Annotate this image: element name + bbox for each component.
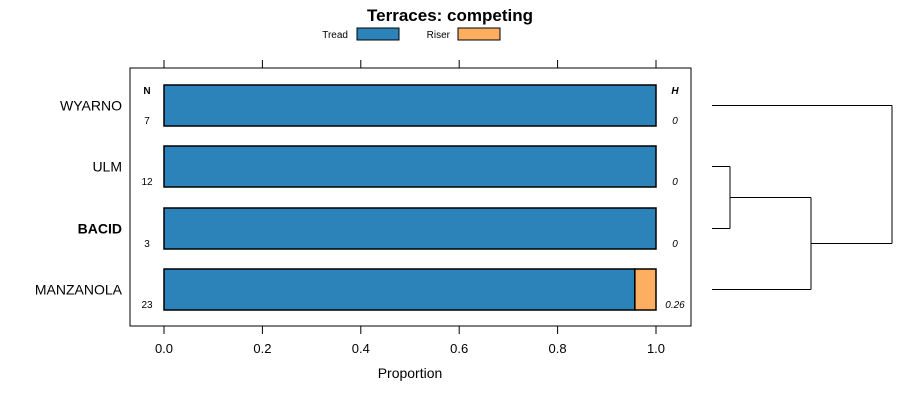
n-value: 23 (141, 300, 153, 311)
legend-label-tread: Tread (322, 30, 348, 41)
bar-riser-manzanola (634, 268, 657, 311)
n-column-header: N (143, 86, 150, 97)
h-value: 0 (672, 239, 678, 250)
x-tick-label: 0.2 (253, 341, 271, 356)
n-value: 12 (141, 177, 153, 188)
h-value: 0 (672, 116, 678, 127)
plot-frame (129, 67, 692, 327)
x-tick-label: 0.0 (155, 341, 173, 356)
legend-label-riser: Riser (427, 30, 451, 41)
x-axis-title: Proportion (378, 365, 443, 381)
row-label-ulm: ULM (92, 159, 122, 175)
x-tick-label: 0.4 (352, 341, 370, 356)
x-tick-label: 0.6 (450, 341, 468, 356)
row-label-bacid: BACID (78, 221, 122, 237)
bar-tread-ulm (163, 145, 657, 188)
row-label-manzanola: MANZANOLA (35, 282, 123, 298)
n-value: 3 (144, 239, 150, 250)
legend: Tread Riser (322, 27, 501, 41)
h-value: 0 (672, 177, 678, 188)
chart-title: Terraces: competing (367, 6, 533, 25)
legend-swatch-riser (457, 27, 501, 41)
n-value: 7 (144, 116, 150, 127)
h-value: 0.26 (665, 300, 685, 311)
x-tick-label: 0.8 (549, 341, 567, 356)
bar-tread-wyarno (163, 84, 657, 127)
dendrogram (712, 105, 893, 290)
x-tick-label: 1.0 (647, 341, 665, 356)
bar-rows: WYARNO 7 0 ULM 12 0 BACID 3 0 MANZANOLA 23 0.26 (35, 84, 685, 311)
h-column-header: H (671, 86, 679, 97)
bar-tread-manzanola (163, 268, 636, 311)
bar-tread-bacid (163, 207, 657, 250)
legend-swatch-tread (356, 27, 400, 41)
row-label-wyarno: WYARNO (60, 98, 122, 114)
x-axis: 0.0 0.2 0.4 0.6 0.8 1.0 (155, 60, 665, 356)
